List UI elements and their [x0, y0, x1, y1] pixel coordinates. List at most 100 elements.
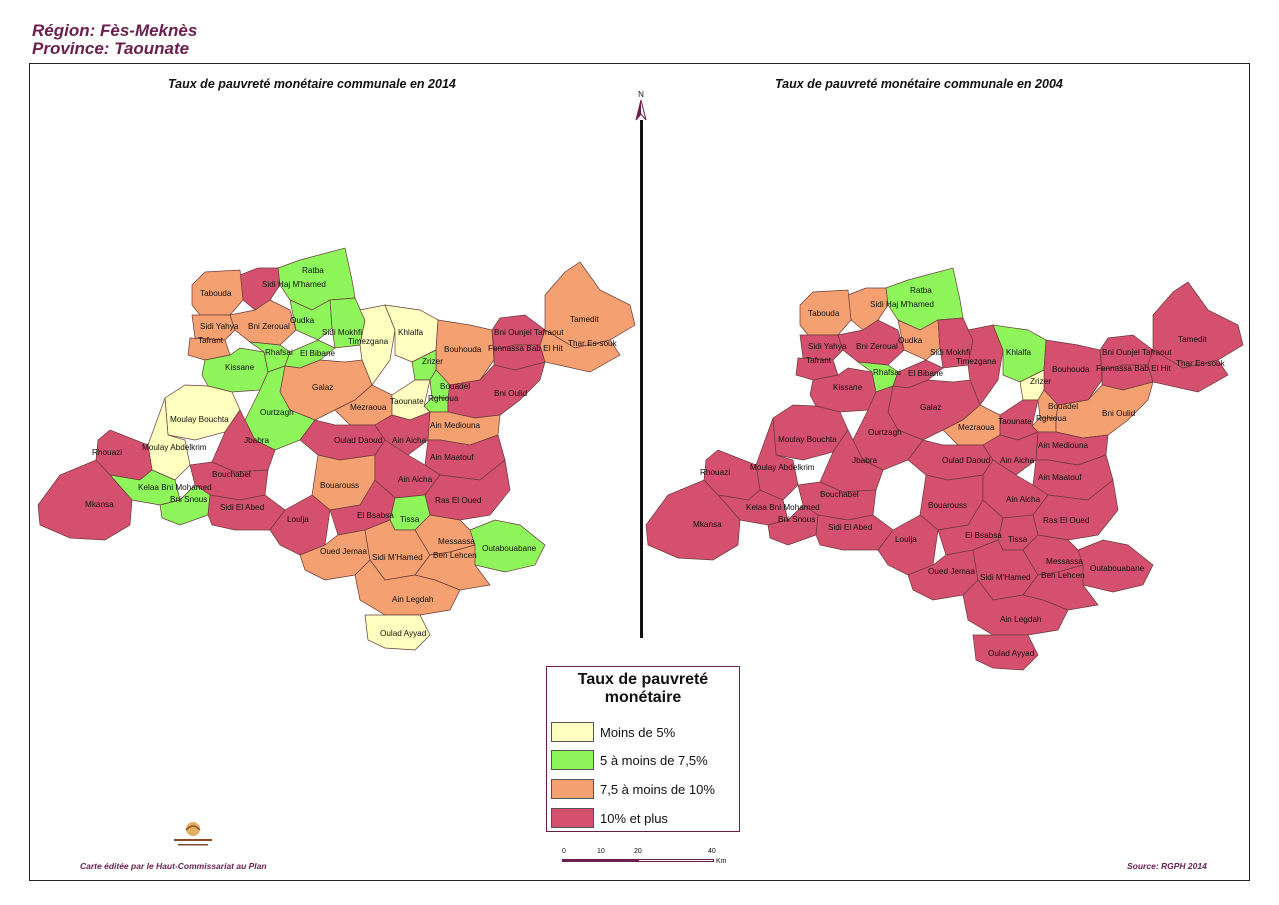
commune-area — [469, 519, 546, 573]
commune-label: Tafrant — [198, 336, 224, 345]
legend-label: 10% et plus — [600, 810, 668, 826]
commune-label: Bni Oulid — [1102, 409, 1136, 418]
commune-label: Fennassa Bab El Hit — [488, 344, 563, 353]
commune-area — [207, 494, 286, 531]
commune-label: Bouchabel — [212, 470, 251, 479]
commune-label: Sidi Mokhfi — [322, 328, 362, 337]
legend-label: Moins de 5% — [600, 724, 676, 740]
commune-area — [191, 269, 244, 316]
commune-area — [972, 634, 1039, 671]
scale-tick: 40 — [708, 848, 716, 855]
commune-label: Ain Legdah — [392, 595, 434, 604]
commune-label: Oulad Daoud — [942, 456, 991, 465]
commune-label: Tamedit — [1178, 335, 1207, 344]
commune-label: Mezraoua — [958, 423, 995, 432]
north-label: N — [638, 90, 644, 99]
commune-label: Tabouda — [808, 309, 840, 318]
commune-area — [1077, 539, 1154, 593]
commune-area — [717, 489, 789, 526]
commune-label: Outabouabane — [1090, 564, 1145, 573]
map-frame — [29, 63, 1250, 881]
commune-label: El Bibane — [300, 349, 335, 358]
commune-label: Oulad Ayyad — [380, 629, 427, 638]
commune-label: Moulay Abdelkrim — [142, 443, 207, 452]
commune-area — [191, 314, 236, 341]
commune-label: Ratba — [910, 286, 932, 295]
north-arrow-icon: N — [635, 90, 647, 121]
commune-label: Oudka — [290, 316, 315, 325]
commune-label: Ben Lehcen — [433, 551, 477, 560]
commune-label: Rhouazi — [92, 448, 122, 457]
scale-segment — [562, 859, 638, 862]
commune-label: Galaz — [920, 403, 941, 412]
commune-label: Zrizer — [422, 357, 443, 366]
commune-area — [239, 267, 281, 311]
commune-label: Tamedit — [570, 315, 599, 324]
scale-bar: 0 10 20 40 Km — [562, 848, 727, 878]
commune-area — [799, 334, 844, 361]
commune-label: Bouadel — [440, 382, 470, 391]
commune-label: Outabouabane — [482, 544, 537, 553]
commune-area — [877, 514, 939, 576]
scale-tick: 0 — [562, 848, 566, 855]
footer-source: Source: RGPH 2014 — [1127, 861, 1207, 871]
legend-item: 7,5 à moins de 10% — [551, 778, 715, 800]
scale-tick: 20 — [634, 848, 642, 855]
map-2004: Ratba Sidi Haj M'hamed Tabouda Sidi Yahya Bn… — [645, 267, 1244, 671]
commune-label: Sidi El Abed — [828, 523, 873, 532]
commune-label: Oudka — [898, 336, 923, 345]
commune-label: Ras El Oued — [1043, 516, 1090, 525]
commune-label: Kissane — [225, 363, 255, 372]
commune-label: Ain Aicha — [392, 436, 427, 445]
commune-area — [364, 614, 431, 651]
commune-area — [37, 459, 133, 541]
commune-label: Mezraoua — [350, 403, 387, 412]
commune-label: Oulad Ayyad — [988, 649, 1035, 658]
commune-label: Rhouazi — [700, 468, 730, 477]
commune-label: Oulad Daoud — [334, 436, 383, 445]
commune-label: Moulay Bouchta — [778, 435, 837, 444]
commune-area — [847, 287, 889, 331]
commune-label: Khlalfa — [1006, 348, 1031, 357]
commune-label: Sidi Yahya — [200, 322, 239, 331]
map-title-2004: Taux de pauvreté monétaire communale en … — [775, 77, 1063, 91]
legend: Taux de pauvreté monétaire Moins de 5% 5… — [546, 666, 740, 832]
legend-swatch — [551, 779, 594, 799]
commune-label: Bouarouss — [928, 501, 967, 510]
legend-label: 5 à moins de 7,5% — [600, 752, 708, 768]
commune-label: Bouhouda — [444, 345, 482, 354]
legend-swatch — [551, 750, 594, 770]
legend-title: Taux de pauvreté monétaire — [547, 671, 739, 707]
commune-label: Khlalfa — [398, 328, 423, 337]
commune-label: Sidi M'Hamed — [980, 573, 1031, 582]
scale-unit: Km — [716, 858, 727, 865]
commune-label: Oued Jemaa — [928, 567, 975, 576]
commune-label: Bni Snous — [778, 515, 815, 524]
commune-label: Bni Zeroual — [856, 342, 898, 351]
commune-label: Mkansa — [693, 520, 722, 529]
commune-label: Ain Legdah — [1000, 615, 1042, 624]
commune-area — [109, 469, 181, 506]
commune-label: Fennassa Bab El Hit — [1096, 364, 1171, 373]
map-divider — [640, 120, 643, 638]
commune-label: Thar Es-souk — [1176, 359, 1226, 368]
commune-label: Bouchabel — [820, 490, 859, 499]
map-2014: Ratba Sidi Haj M'hamed Tabouda Sidi Yahya Bn… — [37, 247, 636, 651]
commune-label: Rghioua — [1036, 414, 1067, 423]
commune-label: Bni Snous — [170, 495, 207, 504]
commune-label: Rhafsai — [265, 348, 293, 357]
commune-area — [962, 579, 1069, 636]
commune-label: Ain Mediouna — [1038, 441, 1089, 450]
commune-label: Oued Jemaa — [320, 547, 367, 556]
commune-area — [799, 289, 852, 336]
commune-label: Tabouda — [200, 289, 232, 298]
commune-area — [1055, 381, 1154, 439]
commune-label: El Bibane — [908, 369, 943, 378]
commune-label: Timezgana — [348, 337, 389, 346]
commune-label: Ratba — [302, 266, 324, 275]
commune-label: El Bsabsa — [357, 511, 394, 520]
commune-label: Jbabra — [852, 456, 877, 465]
commune-area — [354, 559, 461, 616]
legend-item: Moins de 5% — [551, 721, 675, 743]
